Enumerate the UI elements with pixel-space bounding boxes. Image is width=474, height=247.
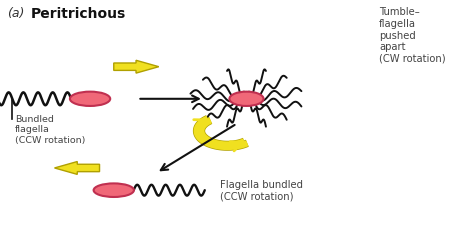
- Ellipse shape: [229, 92, 264, 106]
- FancyArrow shape: [114, 60, 159, 73]
- Text: (a): (a): [7, 7, 25, 21]
- Ellipse shape: [93, 183, 134, 197]
- Text: Peritrichous: Peritrichous: [31, 7, 126, 21]
- FancyArrow shape: [55, 162, 100, 174]
- Text: Flagella bundled
(CCW rotation): Flagella bundled (CCW rotation): [220, 180, 303, 202]
- Text: Tumble–
flagella
pushed
apart
(CW rotation): Tumble– flagella pushed apart (CW rotati…: [379, 7, 446, 64]
- Text: Bundled
flagella
(CCW rotation): Bundled flagella (CCW rotation): [15, 115, 85, 145]
- Ellipse shape: [70, 92, 110, 106]
